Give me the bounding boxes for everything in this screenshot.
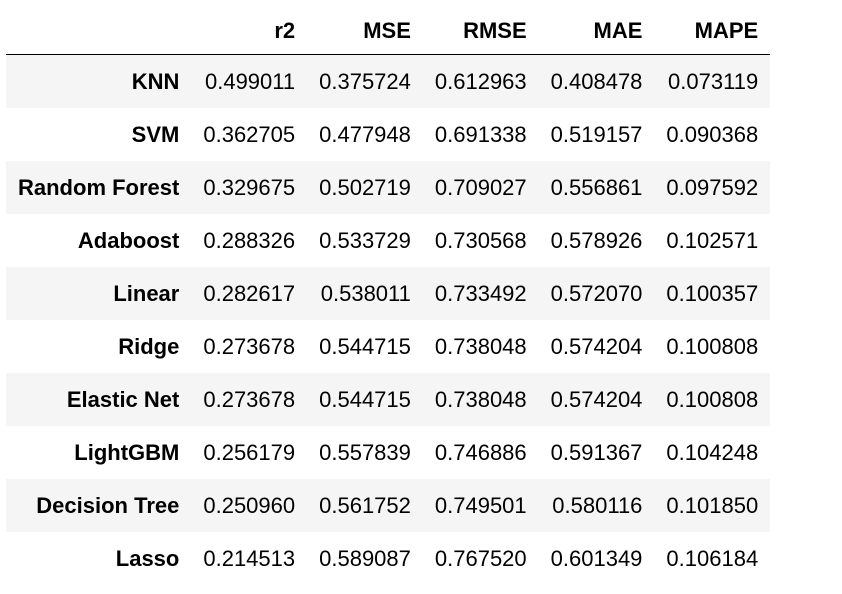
- metrics-table: r2 MSE RMSE MAE MAPE KNN 0.499011 0.375724…: [6, 8, 771, 585]
- row-label: LightGBM: [74, 439, 180, 465]
- row-label: Linear: [113, 280, 180, 306]
- column-header-mse: MSE: [307, 8, 423, 55]
- table-cell: 0.749501: [434, 492, 527, 518]
- table-cell: 0.329675: [203, 174, 296, 200]
- header-row: r2 MSE RMSE MAE MAPE: [6, 8, 771, 55]
- table-cell: 0.519157: [550, 121, 643, 147]
- table-row: SVM 0.362705 0.477948 0.691338 0.519157 0.090…: [6, 108, 771, 161]
- table-cell: 0.574204: [550, 333, 643, 359]
- row-label: Adaboost: [77, 227, 180, 253]
- table-cell: 0.073119: [668, 68, 759, 94]
- table-cell: 0.561752: [319, 492, 411, 518]
- table-cell: 0.214513: [203, 545, 296, 571]
- table-cell: 0.767520: [434, 545, 527, 571]
- column-header-mape: MAPE: [654, 8, 771, 55]
- table-cell: 0.738048: [434, 386, 527, 412]
- table-cell: 0.574204: [550, 386, 643, 412]
- table-row: Lasso 0.214513 0.589087 0.767520 0.601349 0.1…: [6, 532, 771, 585]
- table-row: Random Forest 0.329675 0.502719 0.709027 0.5…: [6, 161, 771, 214]
- table-cell: 0.408478: [550, 68, 643, 94]
- table-body: KNN 0.499011 0.375724 0.612963 0.408478 0.073…: [6, 54, 771, 585]
- table-cell: 0.601349: [550, 545, 643, 571]
- table-cell: 0.578926: [550, 227, 643, 253]
- table-cell: 0.477948: [319, 121, 411, 147]
- column-header-r2: r2: [191, 8, 308, 55]
- table-cell: 0.557839: [319, 439, 411, 465]
- table-header: r2 MSE RMSE MAE MAPE: [6, 8, 771, 55]
- table-cell: 0.101850: [666, 492, 759, 518]
- table-cell: 0.102571: [666, 227, 759, 253]
- row-label: Lasso: [115, 545, 180, 571]
- table-cell: 0.282617: [203, 280, 296, 306]
- table-cell: 0.580116: [552, 492, 643, 518]
- table-cell: 0.746886: [434, 439, 527, 465]
- table-cell: 0.691338: [434, 121, 527, 147]
- table-row: KNN 0.499011 0.375724 0.612963 0.408478 0.073…: [6, 54, 771, 108]
- row-label: Decision Tree: [36, 492, 180, 518]
- table-cell: 0.591367: [550, 439, 643, 465]
- index-header: [6, 8, 192, 55]
- row-label: SVM: [131, 121, 180, 147]
- table-cell: 0.256179: [203, 439, 296, 465]
- table-cell: 0.100808: [666, 333, 759, 359]
- table-cell: 0.709027: [434, 174, 527, 200]
- table-cell: 0.502719: [319, 174, 411, 200]
- table-row: LightGBM 0.256179 0.557839 0.746886 0.591367…: [6, 426, 771, 479]
- table-cell: 0.090368: [666, 121, 759, 147]
- table-cell: 0.572070: [550, 280, 643, 306]
- table-cell: 0.106184: [666, 545, 759, 571]
- table-cell: 0.738048: [434, 333, 527, 359]
- table-cell: 0.544715: [319, 333, 411, 359]
- table-cell: 0.375724: [319, 68, 411, 94]
- table-cell: 0.100808: [666, 386, 759, 412]
- table-cell: 0.544715: [319, 386, 411, 412]
- table-cell: 0.273678: [203, 333, 296, 359]
- row-label: Ridge: [118, 333, 180, 359]
- table-cell: 0.100357: [666, 280, 759, 306]
- table-cell: 0.288326: [203, 227, 296, 253]
- table-row: Decision Tree 0.250960 0.561752 0.749501 0.5…: [6, 479, 771, 532]
- table-cell: 0.730568: [434, 227, 527, 253]
- table-cell: 0.104248: [666, 439, 759, 465]
- table-row: Linear 0.282617 0.538011 0.733492 0.572070 0.…: [6, 267, 771, 320]
- column-header-rmse: RMSE: [422, 8, 539, 55]
- table-cell: 0.538011: [320, 280, 411, 306]
- table-cell: 0.733492: [434, 280, 527, 306]
- table-row: Elastic Net 0.273678 0.544715 0.738048 0.574…: [6, 373, 771, 426]
- table-cell: 0.612963: [434, 68, 527, 94]
- table-cell: 0.499011: [204, 68, 296, 94]
- table-cell: 0.273678: [203, 386, 296, 412]
- row-label: KNN: [131, 68, 180, 94]
- table-cell: 0.556861: [550, 174, 643, 200]
- row-label: Random Forest: [18, 174, 180, 200]
- table-cell: 0.589087: [319, 545, 411, 571]
- column-header-mae: MAE: [538, 8, 655, 55]
- table-cell: 0.533729: [319, 227, 411, 253]
- table-cell: 0.250960: [203, 492, 296, 518]
- table-cell: 0.362705: [203, 121, 296, 147]
- row-label: Elastic Net: [66, 386, 180, 412]
- table-row: Ridge 0.273678 0.544715 0.738048 0.574204 0.1…: [6, 320, 771, 373]
- table-row: Adaboost 0.288326 0.533729 0.730568 0.578926…: [6, 214, 771, 267]
- table-cell: 0.097592: [666, 174, 759, 200]
